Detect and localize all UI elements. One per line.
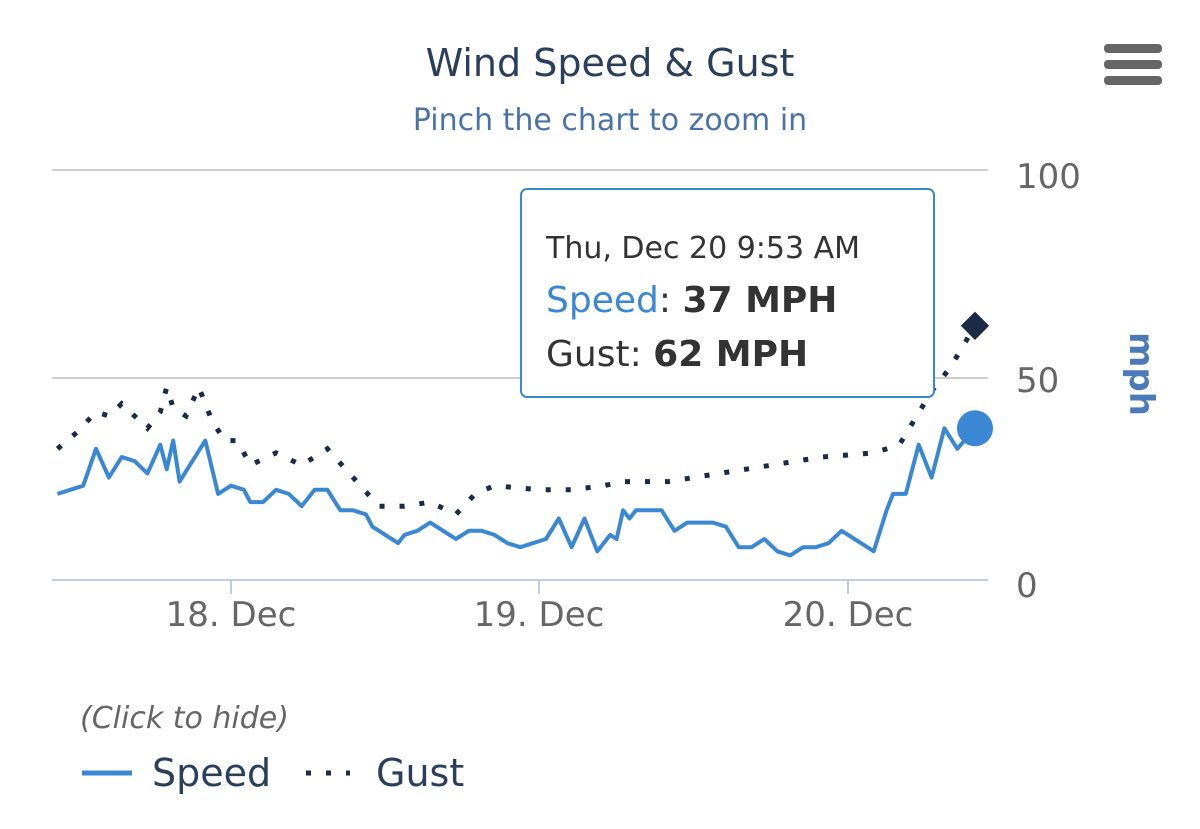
tooltip-gust-row: Gust: 62 MPH [546, 334, 808, 375]
speed-series-line[interactable] [56, 426, 977, 558]
tooltip-speed-label: Speed [546, 280, 659, 321]
tooltip-gust-label: Gust [546, 334, 630, 375]
speed-highlight-marker [957, 410, 993, 447]
menu-icon[interactable] [1104, 44, 1162, 85]
chart-title: Wind Speed & Gust [426, 41, 795, 85]
legend-speed-label: Speed [152, 751, 271, 795]
x-tick-label: 18. Dec [166, 595, 297, 635]
y-axis-title: mph [1121, 332, 1161, 416]
x-tick-label: 19. Dec [474, 595, 605, 635]
legend-item-gust[interactable]: Gust [306, 751, 464, 795]
tooltip-speed-row: Speed: 37 MPH [546, 280, 837, 321]
y-tick-label: 100 [1016, 157, 1081, 197]
legend-gust-label: Gust [376, 751, 464, 795]
legend-item-speed[interactable]: Speed [82, 751, 271, 795]
x-tick-label: 20. Dec [783, 595, 914, 635]
gust-highlight-marker [960, 311, 990, 340]
tooltip-speed-value: 37 MPH [682, 280, 837, 321]
chart-subtitle: Pinch the chart to zoom in [413, 103, 807, 138]
y-tick-label: 0 [1016, 566, 1038, 606]
tooltip-time: Thu, Dec 20 9:53 AM [545, 231, 860, 266]
y-tick-label: 50 [1016, 361, 1059, 401]
tooltip-gust-value: 62 MPH [653, 334, 808, 375]
legend-hint: (Click to hide) [80, 701, 289, 736]
tooltip: Thu, Dec 20 9:53 AM Speed: 37 MPH Gust: … [520, 188, 935, 398]
gust-series-line[interactable] [55, 324, 978, 518]
